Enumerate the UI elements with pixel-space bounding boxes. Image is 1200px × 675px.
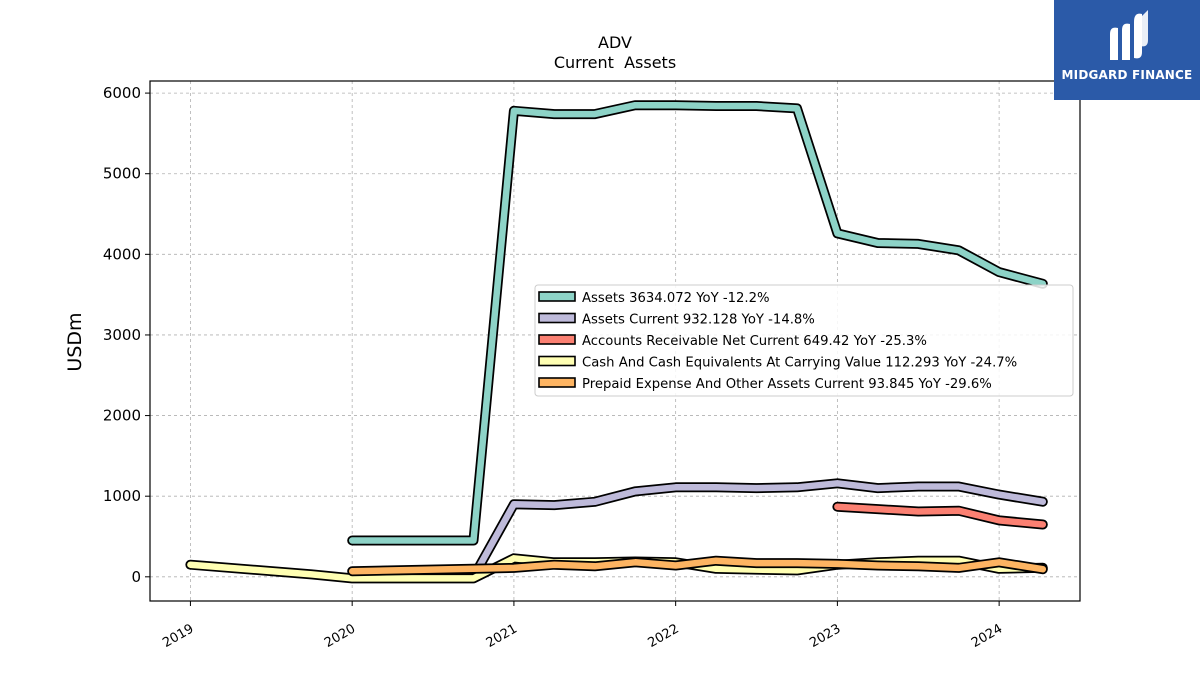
- chart-title: ADV: [598, 33, 632, 52]
- midgard-logo-icon: [1110, 10, 1148, 61]
- y-tick-label: 6000: [103, 84, 141, 102]
- series-line-assets: [348, 101, 1047, 544]
- legend-entry: Prepaid Expense And Other Assets Current…: [582, 377, 992, 392]
- legend-swatch: [538, 355, 576, 367]
- y-tick-label: 2000: [103, 407, 141, 425]
- x-tick-label: 2021: [484, 621, 520, 651]
- legend-swatch: [538, 291, 576, 302]
- x-tick-label: 2020: [322, 621, 358, 651]
- legend-entry: Assets Current 932.128 YoY -14.8%: [582, 313, 815, 328]
- x-tick-label: 2024: [969, 621, 1005, 651]
- x-tick-label: 2019: [160, 621, 196, 651]
- logo-text: MIDGARD FINANCE: [1061, 68, 1193, 82]
- y-tick-label: 0: [131, 568, 141, 586]
- x-tick-label: 2023: [807, 621, 843, 651]
- series-layer: [185, 100, 1048, 584]
- legend-entry: Cash And Cash Equivalents At Carrying Va…: [582, 356, 1017, 371]
- legend-box: [534, 284, 1074, 397]
- legend-swatch: [538, 334, 576, 345]
- chart-subtitle: Current Assets: [554, 53, 676, 72]
- series-line-assets-current: [470, 480, 1047, 581]
- series-line-prepaid-expense-and-other-assets-current: [348, 557, 1047, 575]
- legend-swatch: [538, 377, 576, 388]
- y-axis-label: USDm: [64, 312, 86, 371]
- plot-frame: [149, 80, 1081, 602]
- legend-entry: Accounts Receivable Net Current 649.42 Y…: [582, 334, 927, 349]
- legend-swatch: [538, 312, 576, 324]
- x-tick-label: 2022: [645, 621, 681, 651]
- y-tick-label: 4000: [103, 245, 141, 263]
- tick-layer: 0 1000 2000 3000 4000 5000 6000 2019 2020 2021 202…: [103, 84, 1005, 651]
- y-tick-label: 5000: [103, 165, 141, 183]
- series-line-accounts-receivable-net-current: [834, 503, 1047, 528]
- midgard-finance-logo: MIDGARD FINANCE: [1054, 0, 1200, 100]
- y-tick-label: 1000: [103, 487, 141, 505]
- y-tick-label: 3000: [103, 326, 141, 344]
- legend-entry: Assets 3634.072 YoY -12.2%: [582, 291, 770, 306]
- legend: Assets 3634.072 YoY -12.2% Assets Current…: [534, 284, 1074, 397]
